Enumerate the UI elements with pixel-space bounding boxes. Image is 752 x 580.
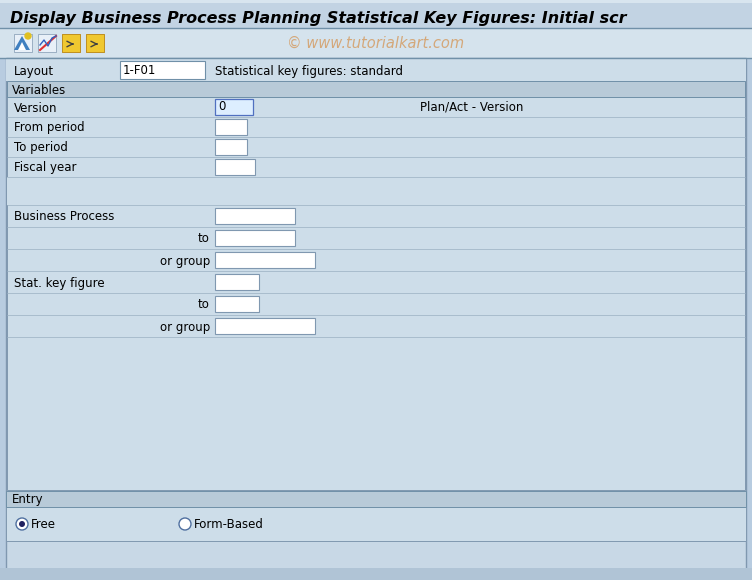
Bar bbox=[215, 296, 259, 312]
Text: From period: From period bbox=[14, 121, 85, 135]
Circle shape bbox=[16, 518, 28, 530]
Bar bbox=[215, 274, 259, 290]
Bar bbox=[215, 159, 255, 175]
Circle shape bbox=[19, 521, 25, 527]
Bar bbox=[86, 34, 104, 52]
Circle shape bbox=[179, 518, 191, 530]
Bar bbox=[120, 61, 205, 79]
Text: to: to bbox=[198, 299, 210, 311]
Text: Layout: Layout bbox=[14, 66, 54, 78]
Text: Fiscal year: Fiscal year bbox=[14, 161, 77, 175]
Bar bbox=[7, 81, 745, 97]
Text: To period: To period bbox=[14, 142, 68, 154]
Bar bbox=[14, 34, 32, 52]
Bar bbox=[215, 119, 247, 135]
Bar bbox=[0, 0, 752, 28]
Bar bbox=[38, 34, 56, 52]
Bar bbox=[86, 34, 104, 52]
Text: Business Process: Business Process bbox=[14, 211, 114, 223]
Text: Version: Version bbox=[14, 102, 57, 114]
Bar bbox=[0, 0, 752, 3]
Bar bbox=[6, 491, 746, 507]
Text: Display Business Process Planning Statistical Key Figures: Initial scr: Display Business Process Planning Statis… bbox=[10, 12, 626, 27]
Bar bbox=[215, 208, 295, 224]
Bar bbox=[215, 99, 253, 115]
Text: 1-F01: 1-F01 bbox=[123, 63, 156, 77]
Text: Entry: Entry bbox=[12, 494, 44, 506]
Text: Free: Free bbox=[31, 517, 56, 531]
Bar bbox=[6, 59, 746, 81]
Bar bbox=[62, 34, 80, 52]
Bar bbox=[0, 28, 752, 58]
Text: Stat. key figure: Stat. key figure bbox=[14, 277, 105, 289]
Text: Statistical key figures: standard: Statistical key figures: standard bbox=[215, 66, 403, 78]
Polygon shape bbox=[14, 36, 30, 50]
Bar bbox=[6, 507, 746, 541]
Text: © www.tutorialkart.com: © www.tutorialkart.com bbox=[287, 35, 465, 50]
Bar bbox=[0, 568, 752, 580]
Bar bbox=[7, 97, 745, 490]
Bar bbox=[215, 139, 247, 155]
Bar bbox=[62, 34, 80, 52]
Polygon shape bbox=[18, 42, 26, 50]
Text: or group: or group bbox=[159, 255, 210, 267]
Text: Form-Based: Form-Based bbox=[194, 517, 264, 531]
Text: or group: or group bbox=[159, 321, 210, 333]
Text: 0: 0 bbox=[218, 100, 226, 114]
Bar bbox=[7, 177, 745, 205]
Text: Variables: Variables bbox=[12, 84, 66, 96]
Text: Plan/Act - Version: Plan/Act - Version bbox=[420, 100, 523, 114]
Circle shape bbox=[25, 33, 31, 39]
Text: to: to bbox=[198, 233, 210, 245]
Bar bbox=[6, 58, 746, 572]
Bar bbox=[215, 230, 295, 246]
Bar bbox=[215, 252, 315, 268]
Bar bbox=[215, 318, 315, 334]
